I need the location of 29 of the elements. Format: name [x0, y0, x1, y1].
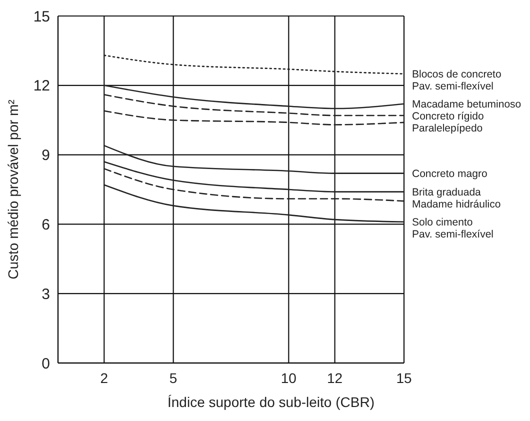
line-series	[103, 168, 405, 202]
x-axis-title: Índice suporte do sub-leito (CBR)	[168, 394, 374, 410]
series-label: Paralelepípedo	[412, 122, 483, 135]
x-tick-label: 12	[327, 370, 343, 386]
x-tick-label: 2	[100, 370, 108, 386]
series-label: Concreto rígido	[412, 110, 484, 123]
line-series	[103, 161, 405, 192]
y-tick-label: 6	[42, 216, 50, 234]
series-label: Brita graduada	[412, 186, 482, 198]
line-series	[103, 144, 405, 174]
y-tick-label: 15	[33, 8, 50, 26]
series-label: Concreto magro	[412, 168, 488, 180]
series-label: Solo cimento Pav. semi-flexível	[412, 216, 494, 241]
y-axis-title: Custo médio provável por m²	[5, 99, 21, 280]
x-tick-label: 5	[169, 370, 178, 386]
y-tick-label: 3	[42, 286, 50, 303]
series-label: Madame hidráulico	[412, 198, 501, 210]
y-tick-label: 12	[33, 78, 50, 95]
y-tick-label: 9	[42, 147, 50, 164]
line-series	[103, 110, 405, 126]
line-series	[103, 184, 405, 223]
series-label: Blocos de concreto Pav. semi-flexível	[412, 68, 502, 93]
series-label: Macadame betuminoso	[412, 98, 522, 111]
line-series	[103, 94, 405, 116]
line-series	[103, 54, 405, 74]
x-tick-label: 10	[280, 370, 297, 386]
x-tick-label: 15	[396, 370, 412, 386]
line-series	[103, 84, 405, 110]
y-tick-label: 0	[42, 355, 50, 372]
